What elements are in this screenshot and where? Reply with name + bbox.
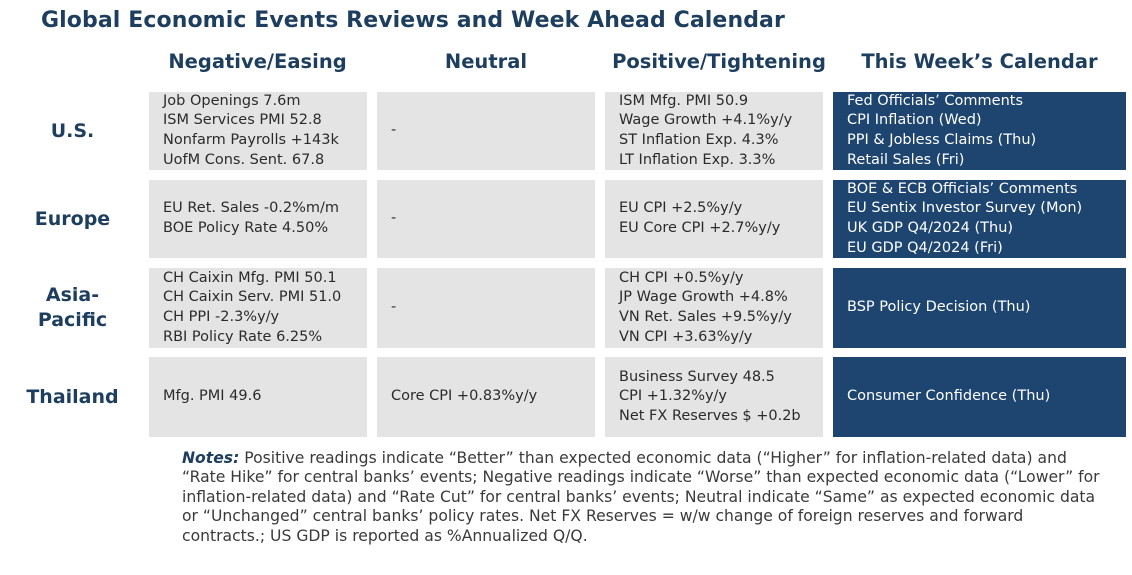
cell-line: Job Openings 7.6m <box>163 92 301 109</box>
notes-label: Notes: <box>182 449 240 467</box>
cell-line: CPI Inflation (Wed) <box>847 112 982 129</box>
cell-line: UK GDP Q4/2024 (Thu) <box>847 220 1014 236</box>
notes: Notes: Positive readings indicate “Bette… <box>182 449 1102 546</box>
cell-line: EU Sentix Investor Survey (Mon) <box>847 200 1083 217</box>
cell-line: CH Caixin Mfg. PMI 50.1 <box>163 269 337 286</box>
cell-line: Retail Sales (Fri) <box>847 151 965 168</box>
calendar-cell: Consumer Confidence (Thu) <box>833 357 1126 437</box>
column-header-positive: Positive/Tightening <box>612 50 826 73</box>
cell-line: UofM Cons. Sent. 67.8 <box>163 151 325 168</box>
row-label-us: U.S. <box>50 119 95 142</box>
negative-cell: Job Openings 7.6m ISM Services PMI 52.8 No… <box>149 92 367 170</box>
negative-cell: EU Ret. Sales -0.2%m/m BOE Policy Rate 4.… <box>149 180 367 258</box>
row-label-asia-pacific: Asia- Pacific <box>6 268 139 348</box>
cell-line: Nonfarm Payrolls +143k <box>163 132 339 148</box>
positive-cell: Business Survey 48.5 CPI +1.32%y/y Net FX … <box>605 357 823 437</box>
positive-cell: EU CPI +2.5%y/y EU Core CPI +2.7%y/y <box>605 180 823 258</box>
cell-line: JP Wage Growth +4.8% <box>619 289 788 306</box>
row-label-line: Asia- <box>45 284 100 306</box>
cell-line: BOE Policy Rate 4.50% <box>163 220 329 236</box>
calendar-cell: Fed Officials’ Comments CPI Inflation (We… <box>833 92 1126 170</box>
positive-cell: CH CPI +0.5%y/y JP Wage Growth +4.8% VN Re… <box>605 268 823 348</box>
neutral-cell: Core CPI +0.83%y/y <box>377 357 595 437</box>
negative-cell: Mfg. PMI 49.6 <box>149 357 367 437</box>
cell-line: PPI & Jobless Claims (Thu) <box>847 132 1037 148</box>
cell-line: EU Core CPI +2.7%y/y <box>619 220 781 236</box>
cell-line: BOE & ECB Officials’ Comments <box>847 180 1078 197</box>
cell-line: - <box>391 122 397 139</box>
cell-line: CH PPI -2.3%y/y <box>163 309 280 325</box>
cell-line: ISM Mfg. PMI 50.9 <box>619 92 749 109</box>
cell-line: Mfg. PMI 49.6 <box>163 388 262 405</box>
column-header-negative: Negative/Easing <box>168 50 347 73</box>
cell-line: - <box>391 299 397 316</box>
cell-line: RBI Policy Rate 6.25% <box>163 328 323 345</box>
cell-line: Wage Growth +4.1%y/y <box>619 112 793 129</box>
cell-line: CH Caixin Serv. PMI 51.0 <box>163 289 342 306</box>
neutral-cell: - <box>377 268 595 348</box>
cell-line: EU GDP Q4/2024 (Fri) <box>847 239 1003 256</box>
cell-line: CH CPI +0.5%y/y <box>619 269 744 286</box>
cell-line: VN Ret. Sales +9.5%y/y <box>619 309 792 325</box>
neutral-cell: - <box>377 180 595 258</box>
cell-line: EU Ret. Sales -0.2%m/m <box>163 200 340 217</box>
neutral-cell: - <box>377 92 595 170</box>
cell-line: Net FX Reserves $ +0.2b <box>619 407 801 424</box>
row-label-thailand: Thailand <box>26 385 119 408</box>
cell-line: EU CPI +2.5%y/y <box>619 200 743 217</box>
cell-line: BSP Policy Decision (Thu) <box>847 299 1031 316</box>
cell-line: Core CPI +0.83%y/y <box>391 388 538 405</box>
cell-line: Fed Officials’ Comments <box>847 92 1023 109</box>
cell-line: ST Inflation Exp. 4.3% <box>619 132 779 148</box>
column-header-calendar: This Week’s Calendar <box>861 50 1098 73</box>
cell-line: CPI +1.32%y/y <box>619 388 728 405</box>
calendar-cell: BOE & ECB Officials’ Comments EU Sentix I… <box>833 180 1126 258</box>
cell-line: VN CPI +3.63%y/y <box>619 328 753 345</box>
notes-text: Positive readings indicate “Better” than… <box>182 449 1100 545</box>
cell-line: Business Survey 48.5 <box>619 368 775 385</box>
cell-line: LT Inflation Exp. 3.3% <box>619 151 776 168</box>
cell-line: Consumer Confidence (Thu) <box>847 388 1051 405</box>
cell-line: ISM Services PMI 52.8 <box>163 112 322 129</box>
cell-line: - <box>391 210 397 227</box>
negative-cell: CH Caixin Mfg. PMI 50.1 CH Caixin Serv. P… <box>149 268 367 348</box>
row-label-europe: Europe <box>34 207 111 230</box>
row-label-line: Pacific <box>37 309 108 331</box>
column-header-neutral: Neutral <box>444 50 528 73</box>
page-title: Global Economic Events Reviews and Week … <box>41 8 785 33</box>
calendar-cell: BSP Policy Decision (Thu) <box>833 268 1126 348</box>
positive-cell: ISM Mfg. PMI 50.9 Wage Growth +4.1%y/y ST … <box>605 92 823 170</box>
